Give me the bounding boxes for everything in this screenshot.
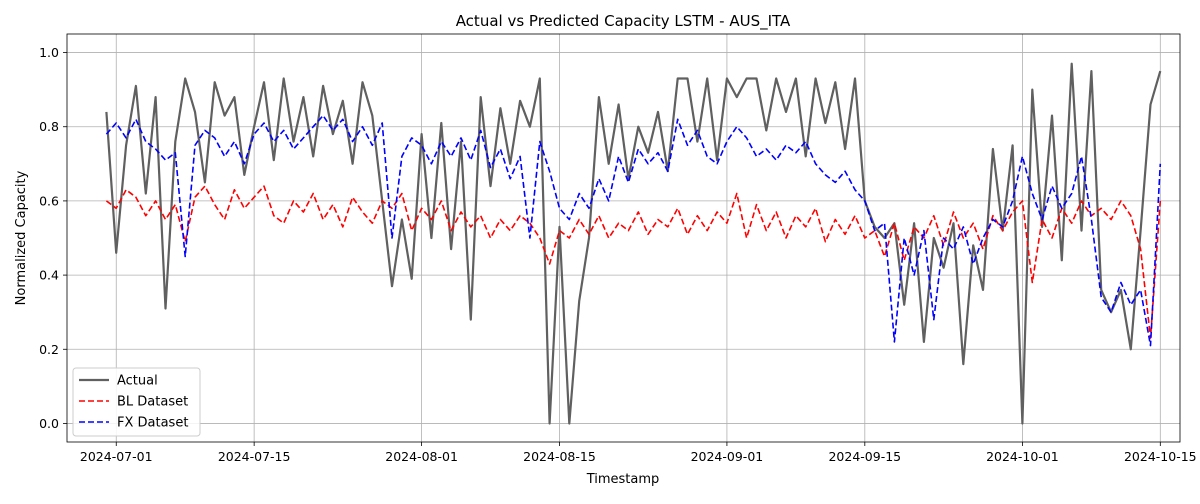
- x-tick-label: 2024-08-15: [523, 449, 596, 464]
- x-tick-label: 2024-09-01: [691, 449, 764, 464]
- y-tick-label: 1.0: [39, 45, 59, 60]
- series-line-fx-dataset: [105, 114, 1162, 347]
- y-tick-label: 0.0: [39, 416, 59, 431]
- y-axis-label: Normalized Capacity: [14, 170, 29, 305]
- plot-frame: [66, 33, 1181, 443]
- chart-title: Actual vs Predicted Capacity LSTM - AUS_…: [456, 12, 791, 31]
- series-layer: [105, 62, 1162, 425]
- x-tick-label: 2024-10-15: [1124, 449, 1197, 464]
- x-tick-label: 2024-08-01: [385, 449, 458, 464]
- y-tick-label: 0.6: [39, 193, 59, 208]
- legend-label: Actual: [117, 374, 158, 389]
- grid-layer: [67, 34, 1180, 442]
- legend-label: FX Dataset: [117, 416, 188, 431]
- legend-label: BL Dataset: [117, 395, 188, 410]
- legend-box: [72, 367, 201, 437]
- x-tick-label: 2024-07-01: [80, 449, 153, 464]
- series-line-bl-dataset: [105, 185, 1162, 339]
- y-tick-label: 0.8: [39, 119, 59, 134]
- legend: Actual BL Dataset FX Dataset: [72, 367, 201, 437]
- x-tick-label: 2024-09-15: [828, 449, 901, 464]
- y-tick-label: 0.2: [39, 342, 59, 357]
- series-line-actual: [105, 62, 1162, 425]
- x-axis-label: Timestamp: [586, 472, 660, 487]
- x-tick-label: 2024-10-01: [986, 449, 1059, 464]
- y-tick-label: 0.4: [39, 268, 59, 283]
- x-tick-label: 2024-07-15: [218, 449, 291, 464]
- tick-layer: 2024-07-01 2024-07-15 2024-08-01 2024-08-15…: [39, 45, 1197, 464]
